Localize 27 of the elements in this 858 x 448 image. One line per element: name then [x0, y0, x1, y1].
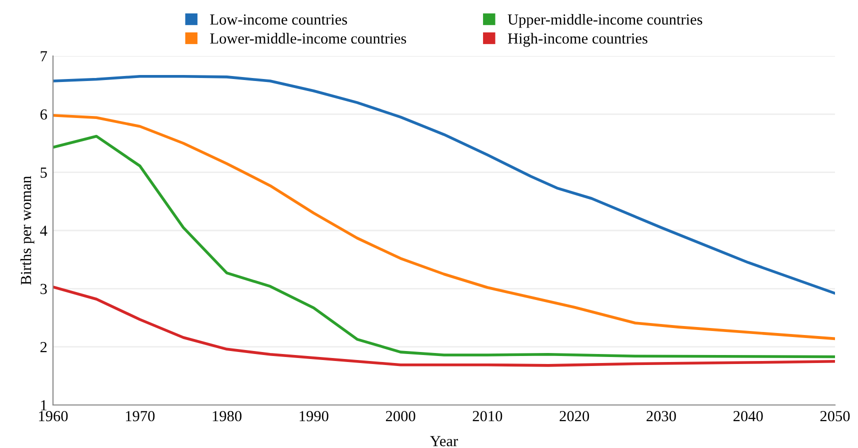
legend-label: Upper-middle-income countries: [508, 14, 702, 28]
y-tick-label: 6: [40, 109, 47, 120]
y-tick-label: 3: [40, 284, 47, 294]
x-axis-title: Year: [430, 436, 458, 446]
legend-label: High-income countries: [508, 32, 648, 47]
legend-label: Lower-middle-income countries: [210, 32, 406, 44]
x-tick-label: 2030: [646, 410, 676, 422]
y-tick-label: 7: [40, 51, 48, 62]
x-tick-label: 1990: [300, 410, 328, 422]
x-tick-label: 2010: [472, 410, 502, 422]
line-series: [53, 286, 835, 367]
x-tick-label: 2000: [386, 410, 416, 422]
y-tick-label: 2: [40, 342, 47, 352]
x-tick-label: 2020: [560, 410, 590, 422]
line-series: [53, 114, 835, 340]
line-series: [53, 74, 835, 295]
y-axis-title: Births per woman: [20, 176, 34, 285]
y-tick-label: 4: [40, 226, 48, 236]
y-tick-label: 5: [40, 168, 47, 178]
x-tick-label: 2040: [734, 410, 763, 422]
y-tick-label: 1: [41, 400, 47, 410]
x-tick-label: 1960: [39, 410, 68, 422]
x-tick-label: 2050: [820, 410, 850, 422]
x-tick-label: 1980: [212, 410, 242, 422]
line-series: [53, 134, 835, 358]
legend-label: Low-income countries: [210, 14, 348, 25]
x-tick-label: 1970: [126, 410, 155, 422]
